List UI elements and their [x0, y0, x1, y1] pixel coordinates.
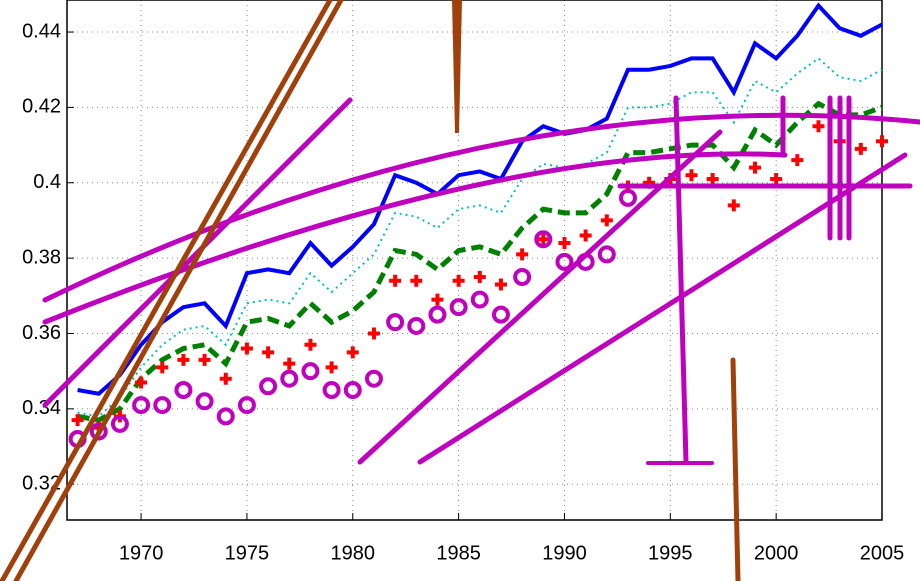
- circle-marker: [428, 305, 447, 324]
- series-line: [77, 57, 883, 418]
- circle-marker: [174, 381, 193, 399]
- plus-marker: [516, 248, 529, 261]
- y-tick-label: 0.4: [33, 171, 61, 193]
- plus-marker: [494, 278, 507, 291]
- circle-marker: [89, 422, 108, 441]
- circle-marker: [364, 369, 383, 388]
- plus-marker: [367, 327, 380, 340]
- circle-marker: [153, 396, 172, 415]
- x-tick-label: 1970: [119, 542, 164, 564]
- circle-marker: [132, 396, 151, 415]
- annotation-stroke: [0, 0, 333, 581]
- circle-marker: [343, 381, 362, 399]
- plus-marker: [537, 233, 550, 246]
- plus-marker: [325, 361, 338, 374]
- plus-marker: [452, 274, 465, 287]
- plus-marker: [198, 353, 211, 366]
- circle-marker: [555, 252, 574, 271]
- circle-marker: [618, 188, 637, 207]
- annotation-stroke: [42, 151, 788, 325]
- y-tick-label: 0.42: [22, 96, 61, 118]
- circle-marker: [386, 313, 405, 332]
- plus-marker: [410, 274, 423, 287]
- plus-marker: [685, 169, 698, 182]
- circle-marker: [534, 230, 553, 249]
- annotation-stroke: [452, 0, 462, 133]
- plus-marker: [240, 342, 253, 355]
- x-tick-label: 1985: [436, 542, 481, 564]
- circle-marker: [110, 414, 129, 433]
- plus-marker: [431, 293, 444, 306]
- annotation-stroke: [417, 152, 908, 465]
- annotation-stroke: [730, 357, 741, 581]
- x-tick-label: 1995: [648, 542, 693, 564]
- plus-marker: [748, 161, 761, 174]
- plus-marker: [876, 135, 888, 148]
- circle-marker: [259, 377, 278, 396]
- series-line: [77, 2, 883, 396]
- y-tick-label: 0.38: [22, 246, 61, 268]
- circle-marker: [470, 290, 489, 309]
- plus-marker: [219, 372, 232, 385]
- plus-marker: [600, 214, 613, 227]
- plus-marker: [304, 338, 317, 351]
- x-tick-label: 2005: [860, 542, 905, 564]
- plus-marker: [579, 229, 592, 242]
- circle-marker: [195, 392, 214, 411]
- annotation-stroke: [13, 0, 344, 581]
- x-tick-label: 1990: [542, 542, 587, 564]
- circle-marker: [237, 396, 256, 415]
- plus-marker: [346, 346, 359, 359]
- circle-marker: [597, 245, 616, 264]
- y-tick-label: 0.44: [22, 20, 61, 42]
- x-tick-label: 2000: [754, 542, 799, 564]
- circle-marker: [216, 407, 235, 426]
- x-tick-label: 1980: [331, 542, 376, 564]
- annotation-stroke: [673, 95, 689, 465]
- plot-frame: [66, 0, 883, 521]
- plus-marker: [812, 120, 825, 133]
- plus-marker: [156, 361, 169, 374]
- plus-marker: [727, 199, 740, 212]
- plus-marker: [283, 357, 296, 370]
- y-tick-label: 0.36: [22, 322, 61, 344]
- plus-marker: [854, 142, 867, 155]
- plus-marker: [177, 353, 190, 366]
- plus-marker: [791, 154, 804, 167]
- circle-marker: [407, 316, 426, 335]
- plus-marker: [389, 274, 402, 287]
- circle-marker: [301, 362, 320, 381]
- circle-marker: [322, 381, 341, 399]
- plus-marker: [262, 346, 275, 359]
- plus-marker: [558, 237, 571, 250]
- circle-marker: [491, 305, 510, 324]
- circle-marker: [280, 369, 299, 388]
- annotation-stroke: [42, 112, 920, 303]
- x-tick-label: 1975: [225, 542, 270, 564]
- plus-marker: [135, 376, 148, 389]
- plus-marker: [71, 414, 84, 427]
- circle-marker: [513, 267, 532, 286]
- plus-marker: [706, 172, 719, 185]
- y-tick-label: 0.34: [22, 397, 61, 419]
- circle-marker: [449, 298, 468, 317]
- plus-marker: [473, 270, 486, 283]
- plus-marker: [770, 172, 783, 185]
- series-line: [77, 100, 883, 423]
- plot-background: [67, 0, 882, 520]
